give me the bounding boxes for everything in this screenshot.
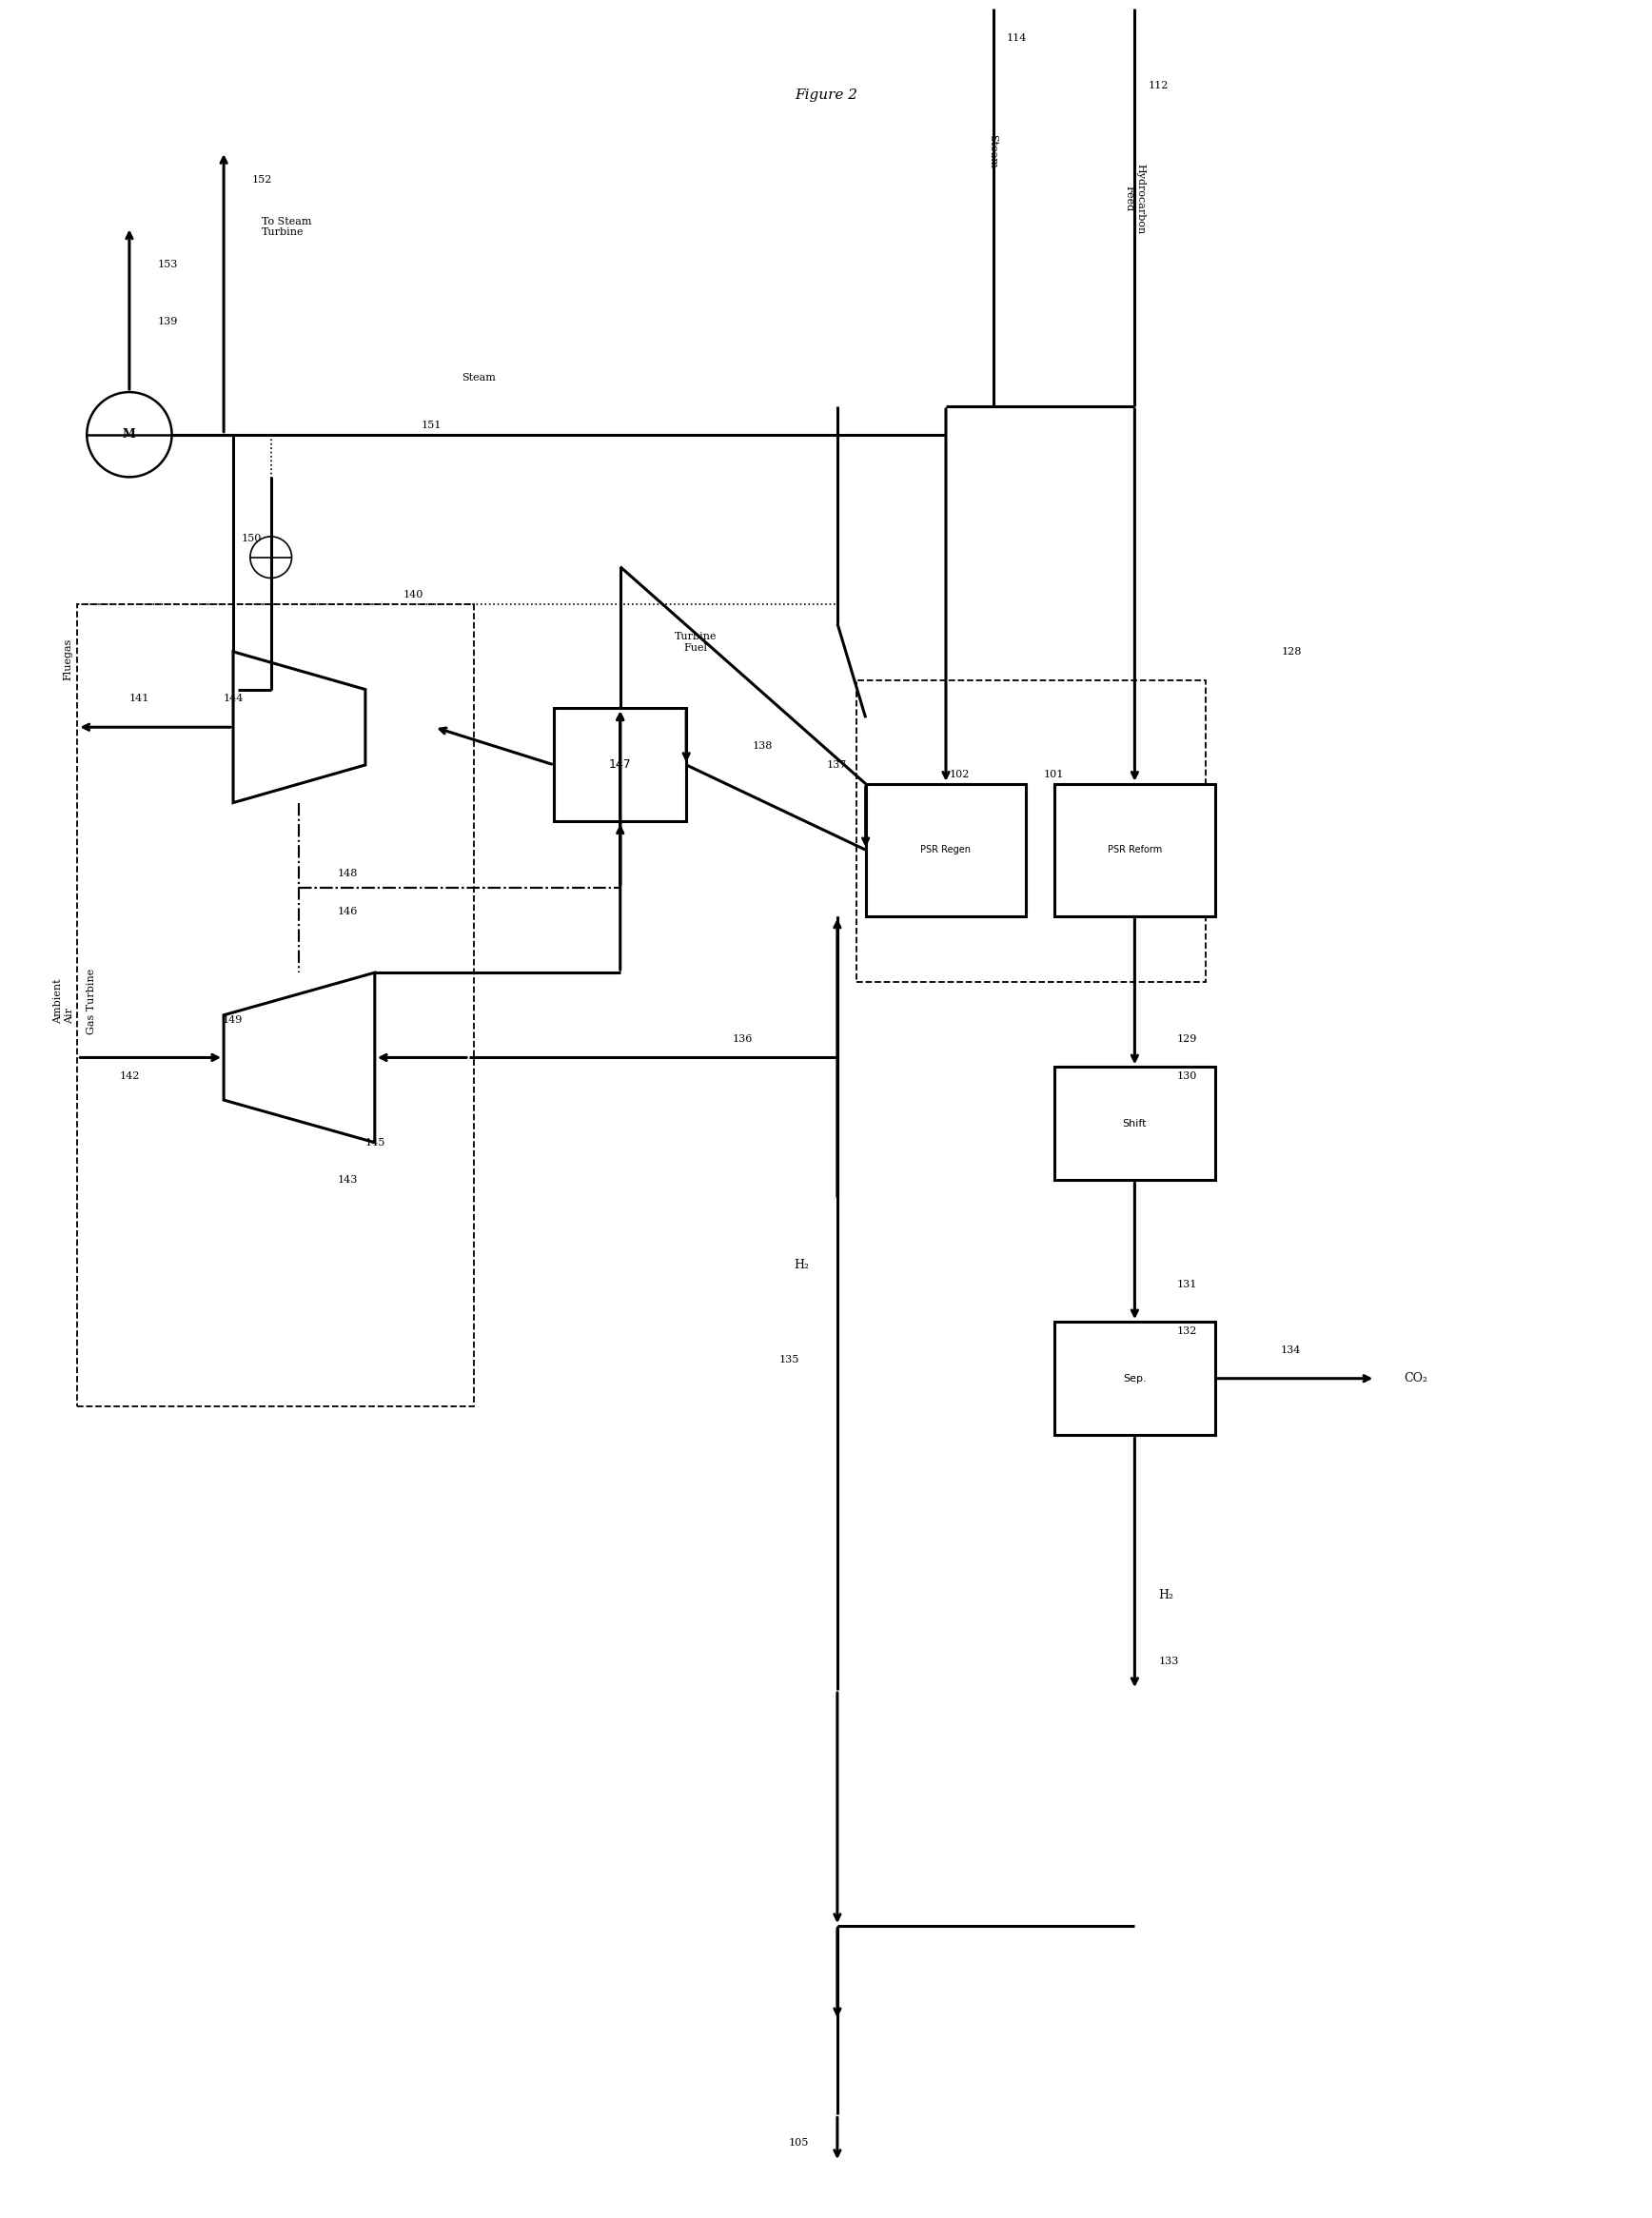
Text: To Steam
Turbine: To Steam Turbine	[261, 217, 312, 237]
Text: Steam: Steam	[988, 135, 998, 169]
Text: 101: 101	[1044, 770, 1064, 779]
Text: 150: 150	[241, 535, 261, 543]
FancyBboxPatch shape	[553, 708, 686, 821]
Text: 147: 147	[610, 759, 631, 772]
Text: Turbine
Fuel: Turbine Fuel	[674, 632, 717, 652]
Text: 129: 129	[1178, 1034, 1198, 1042]
Text: Shift: Shift	[1123, 1118, 1146, 1129]
Text: M: M	[122, 428, 135, 441]
Text: PSR Reform: PSR Reform	[1107, 845, 1161, 854]
Text: 151: 151	[421, 421, 441, 430]
Text: Figure 2: Figure 2	[795, 89, 857, 102]
Text: 152: 152	[253, 175, 273, 184]
Text: 137: 137	[826, 761, 847, 770]
Text: 102: 102	[950, 770, 970, 779]
Text: 139: 139	[157, 317, 178, 326]
Text: CO₂: CO₂	[1404, 1373, 1427, 1384]
Text: 135: 135	[780, 1355, 800, 1364]
FancyBboxPatch shape	[1054, 783, 1214, 916]
Text: 141: 141	[129, 694, 150, 703]
Text: 149: 149	[223, 1016, 243, 1025]
Text: 130: 130	[1178, 1071, 1198, 1080]
Text: Fluegas: Fluegas	[63, 639, 73, 681]
Text: 142: 142	[119, 1071, 139, 1080]
FancyBboxPatch shape	[866, 783, 1026, 916]
Text: 134: 134	[1280, 1346, 1300, 1355]
Text: 114: 114	[1006, 33, 1028, 42]
Text: 146: 146	[337, 907, 357, 916]
Text: 136: 136	[732, 1034, 752, 1042]
Text: 131: 131	[1178, 1280, 1198, 1289]
Text: Ambient
Air: Ambient Air	[55, 978, 74, 1022]
FancyBboxPatch shape	[1054, 1322, 1214, 1435]
Text: 112: 112	[1148, 80, 1168, 91]
Text: H₂: H₂	[1158, 1590, 1173, 1601]
Text: 105: 105	[788, 2138, 809, 2147]
Text: 153: 153	[157, 260, 178, 268]
Text: Hydrocarbon
Feed: Hydrocarbon Feed	[1125, 164, 1145, 233]
Text: 140: 140	[403, 590, 423, 599]
Text: 143: 143	[337, 1176, 357, 1184]
Text: PSR Regen: PSR Regen	[920, 845, 971, 854]
Text: 148: 148	[337, 869, 357, 878]
Text: H₂: H₂	[793, 1260, 809, 1271]
Text: Gas Turbine: Gas Turbine	[88, 967, 96, 1034]
Text: 132: 132	[1178, 1326, 1198, 1335]
Text: 133: 133	[1158, 1657, 1178, 1666]
Text: 145: 145	[365, 1138, 385, 1147]
Text: 144: 144	[223, 694, 243, 703]
Text: Sep.: Sep.	[1123, 1373, 1146, 1384]
Text: Steam: Steam	[461, 373, 496, 384]
Text: 128: 128	[1280, 648, 1302, 657]
FancyBboxPatch shape	[1054, 1067, 1214, 1180]
Text: 138: 138	[752, 741, 773, 752]
